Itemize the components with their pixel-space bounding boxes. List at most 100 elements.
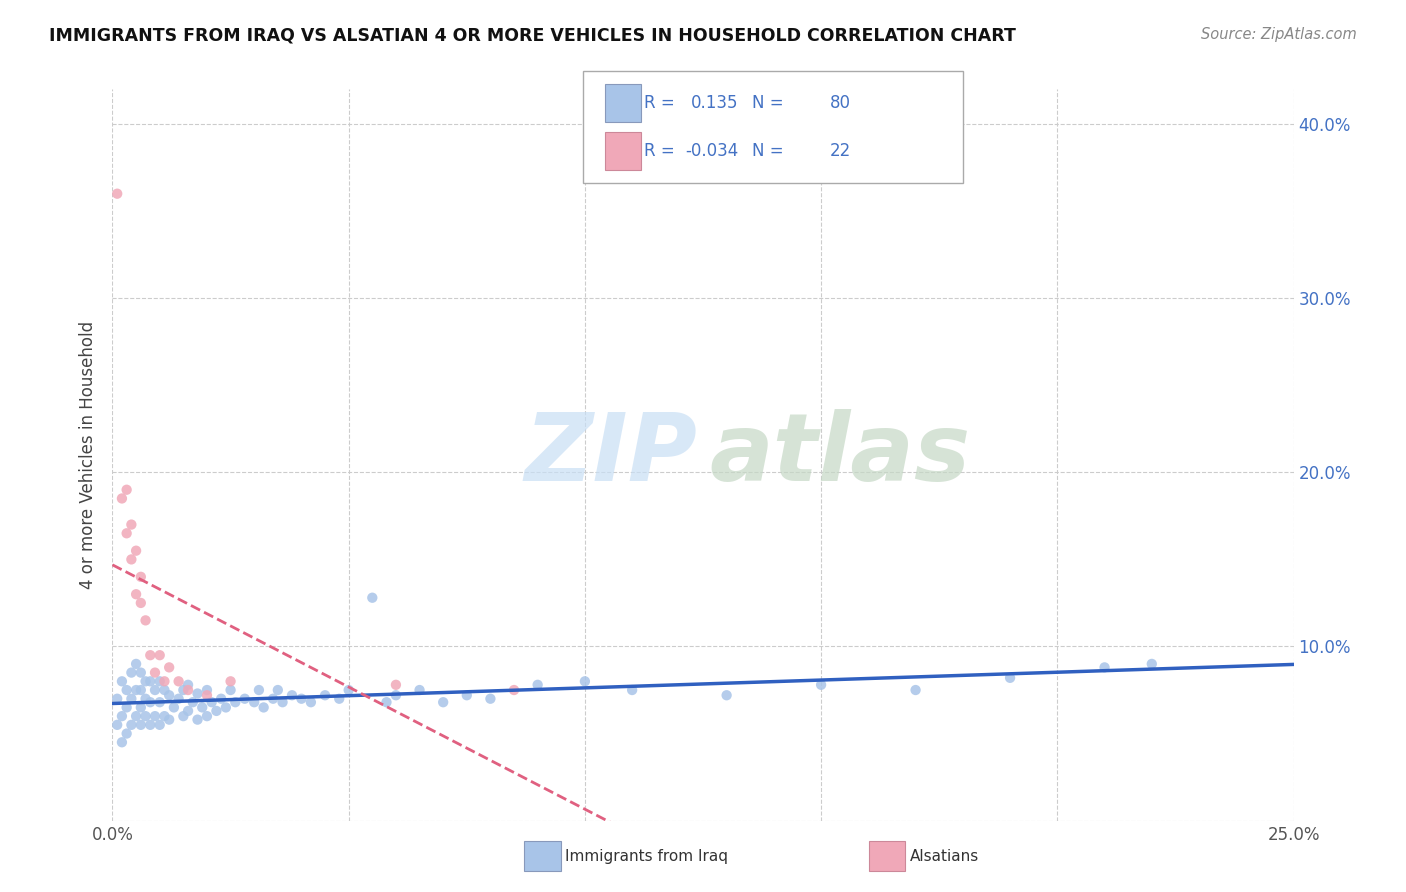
Point bbox=[120, 691, 142, 706]
Point bbox=[115, 726, 138, 740]
Point bbox=[139, 674, 162, 689]
Point bbox=[125, 587, 148, 601]
Point bbox=[115, 526, 138, 541]
Point bbox=[149, 718, 172, 732]
Point bbox=[186, 686, 208, 700]
Point bbox=[111, 735, 134, 749]
Point bbox=[129, 596, 152, 610]
Point bbox=[281, 688, 304, 702]
Point bbox=[177, 683, 200, 698]
Point bbox=[195, 683, 218, 698]
Point bbox=[120, 517, 142, 532]
Point bbox=[262, 691, 284, 706]
Point bbox=[125, 543, 148, 558]
Point bbox=[157, 713, 180, 727]
Point bbox=[153, 709, 176, 723]
Point bbox=[385, 688, 408, 702]
Point bbox=[125, 683, 148, 698]
Point bbox=[290, 691, 312, 706]
Point bbox=[105, 691, 128, 706]
Point bbox=[139, 648, 162, 663]
Point bbox=[904, 683, 927, 698]
Point bbox=[172, 683, 194, 698]
Point bbox=[129, 700, 152, 714]
Point bbox=[998, 671, 1021, 685]
Point bbox=[177, 678, 200, 692]
Point bbox=[143, 665, 166, 680]
Text: 22: 22 bbox=[830, 142, 851, 161]
Point bbox=[167, 674, 190, 689]
Text: Source: ZipAtlas.com: Source: ZipAtlas.com bbox=[1201, 27, 1357, 42]
Point bbox=[177, 704, 200, 718]
Point bbox=[153, 683, 176, 698]
Text: atlas: atlas bbox=[709, 409, 970, 501]
Point bbox=[503, 683, 526, 698]
Point bbox=[243, 695, 266, 709]
Point bbox=[105, 186, 128, 201]
Point bbox=[105, 718, 128, 732]
Text: IMMIGRANTS FROM IRAQ VS ALSATIAN 4 OR MORE VEHICLES IN HOUSEHOLD CORRELATION CHA: IMMIGRANTS FROM IRAQ VS ALSATIAN 4 OR MO… bbox=[49, 27, 1017, 45]
Point bbox=[129, 665, 152, 680]
Point bbox=[149, 648, 172, 663]
Point bbox=[129, 683, 152, 698]
Point bbox=[195, 709, 218, 723]
Point bbox=[157, 660, 180, 674]
Point bbox=[1094, 660, 1116, 674]
Point bbox=[219, 674, 242, 689]
Point bbox=[115, 700, 138, 714]
Point bbox=[120, 718, 142, 732]
Text: R =: R = bbox=[644, 142, 675, 161]
Point bbox=[191, 700, 214, 714]
Text: 0.135: 0.135 bbox=[690, 94, 738, 112]
Text: N =: N = bbox=[752, 94, 783, 112]
Point bbox=[408, 683, 430, 698]
Point bbox=[314, 688, 336, 702]
Point bbox=[149, 695, 172, 709]
Point bbox=[167, 691, 190, 706]
Point bbox=[172, 709, 194, 723]
Text: Immigrants from Iraq: Immigrants from Iraq bbox=[565, 849, 728, 863]
Point bbox=[432, 695, 454, 709]
Text: ZIP: ZIP bbox=[524, 409, 697, 501]
Point bbox=[479, 691, 502, 706]
Point bbox=[271, 695, 294, 709]
Text: R =: R = bbox=[644, 94, 675, 112]
Point bbox=[120, 665, 142, 680]
Point bbox=[153, 674, 176, 689]
Point bbox=[299, 695, 322, 709]
Point bbox=[215, 700, 238, 714]
Point bbox=[120, 552, 142, 566]
Point bbox=[135, 691, 157, 706]
Point bbox=[456, 688, 478, 702]
Text: Alsatians: Alsatians bbox=[910, 849, 979, 863]
Point bbox=[385, 678, 408, 692]
Y-axis label: 4 or more Vehicles in Household: 4 or more Vehicles in Household bbox=[79, 321, 97, 589]
Point bbox=[267, 683, 290, 698]
Point bbox=[143, 683, 166, 698]
Point bbox=[163, 700, 186, 714]
Point bbox=[111, 491, 134, 506]
Point bbox=[361, 591, 384, 605]
Point bbox=[186, 713, 208, 727]
Point bbox=[139, 718, 162, 732]
Point bbox=[111, 709, 134, 723]
Point bbox=[129, 718, 152, 732]
Point bbox=[810, 678, 832, 692]
Point bbox=[135, 613, 157, 627]
Text: N =: N = bbox=[752, 142, 783, 161]
Point bbox=[253, 700, 276, 714]
Point bbox=[111, 674, 134, 689]
Point bbox=[375, 695, 398, 709]
Point bbox=[205, 704, 228, 718]
Point bbox=[125, 709, 148, 723]
Point bbox=[135, 709, 157, 723]
Point bbox=[143, 709, 166, 723]
Point bbox=[157, 688, 180, 702]
Point bbox=[115, 683, 138, 698]
Point bbox=[337, 683, 360, 698]
Text: -0.034: -0.034 bbox=[685, 142, 738, 161]
Point bbox=[129, 570, 152, 584]
Text: 80: 80 bbox=[830, 94, 851, 112]
Point bbox=[328, 691, 350, 706]
Point bbox=[574, 674, 596, 689]
